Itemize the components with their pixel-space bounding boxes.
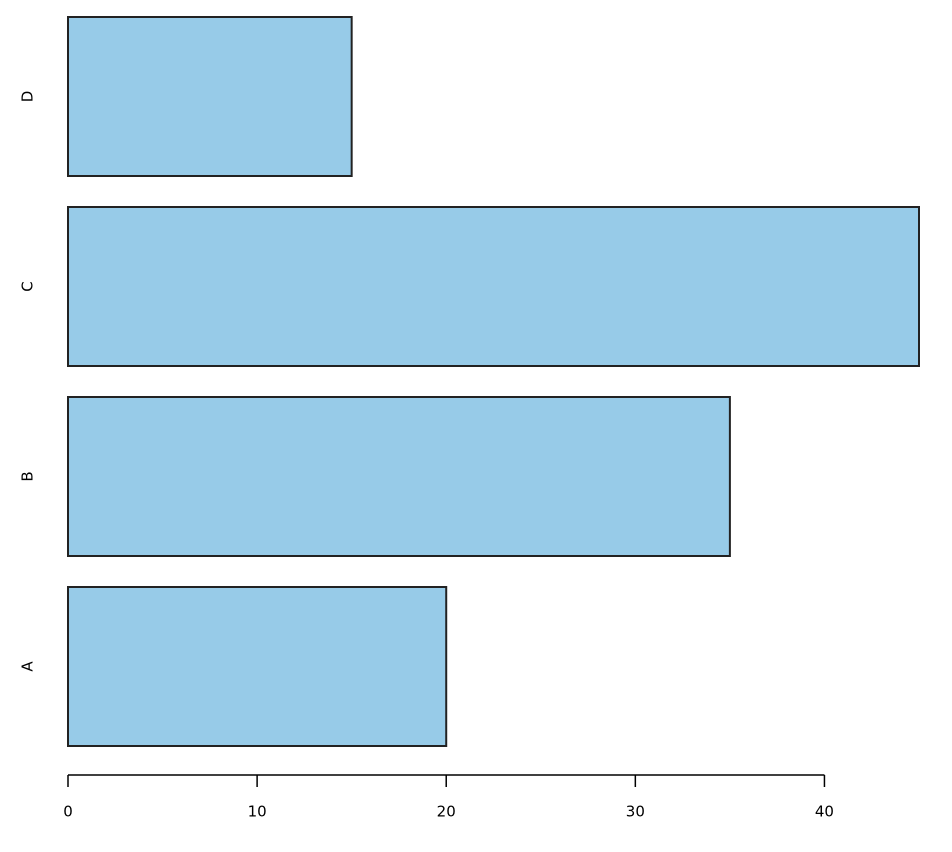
y-tick-label: D — [19, 91, 37, 103]
x-tick-label: 40 — [815, 803, 834, 821]
bar — [67, 396, 731, 557]
bar — [67, 586, 448, 747]
y-tick-label: C — [19, 281, 37, 291]
x-tick-label: 10 — [248, 803, 267, 821]
x-tick-label: 30 — [626, 803, 645, 821]
bar — [67, 16, 353, 177]
y-tick-label: B — [19, 471, 37, 481]
bar — [67, 206, 920, 367]
x-tick-label: 0 — [63, 803, 73, 821]
y-tick-label: A — [19, 661, 37, 672]
x-tick-label: 20 — [437, 803, 456, 821]
